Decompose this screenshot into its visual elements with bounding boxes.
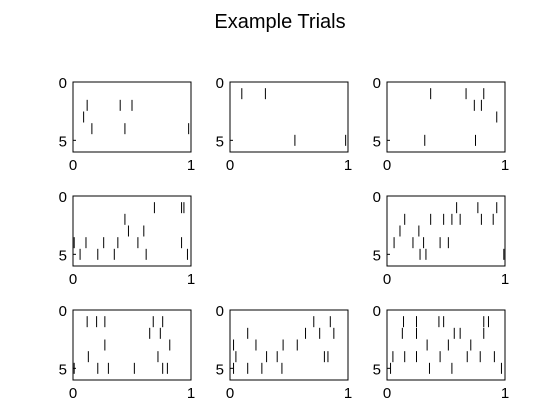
axes-frame [72,81,192,153]
y-tick-label: 5 [59,361,67,378]
axes-frame [386,81,506,153]
axes-frame [386,309,506,381]
y-tick-label: 0 [59,75,67,92]
x-tick-label: 0 [69,271,77,288]
y-tick-label: 5 [373,133,381,150]
y-tick-label: 0 [59,189,67,206]
axes-frame [72,195,192,267]
y-tick-label: 5 [59,247,67,264]
axes-frame [229,81,349,153]
raster-panel-row2-col3: 050 1 [373,189,510,288]
y-tick-label: 5 [59,133,67,150]
raster-panel-row2-col1: 050 1 [59,189,196,288]
y-tick-label: 0 [373,75,381,92]
axes-frame [386,195,506,267]
x-tick-label: 1 [187,271,195,288]
figure-title: Example Trials [214,11,345,33]
y-tick-label: 0 [373,189,381,206]
y-tick-label: 0 [373,303,381,320]
x-tick-label: 1 [344,385,352,402]
raster-panel-row3-col3: 050 1 [373,303,510,402]
y-tick-label: 5 [216,361,224,378]
y-tick-label: 5 [216,133,224,150]
y-tick-label: 0 [59,303,67,320]
x-tick-label: 0 [383,271,391,288]
raster-panel-row3-col1: 050 1 [59,303,196,402]
y-tick-label: 5 [373,247,381,264]
axes-frame [72,309,192,381]
x-tick-label: 0 [383,385,391,402]
y-tick-label: 0 [216,75,224,92]
x-tick-label: 0 [69,385,77,402]
x-tick-label: 0 [226,385,234,402]
axes-frame [229,309,349,381]
x-tick-label: 0 [383,157,391,174]
x-tick-label: 1 [501,157,509,174]
x-tick-label: 1 [501,271,509,288]
raster-panel-row1-col1: 050 1 [59,75,196,174]
x-tick-label: 1 [344,157,352,174]
raster-panel-row1-col2: 050 1 [216,75,353,174]
y-tick-label: 5 [373,361,381,378]
raster-panel-row1-col3: 050 1 [373,75,510,174]
y-tick-label: 0 [216,303,224,320]
x-tick-label: 0 [226,157,234,174]
x-tick-label: 1 [187,385,195,402]
x-tick-label: 0 [69,157,77,174]
x-tick-label: 1 [187,157,195,174]
x-tick-label: 1 [501,385,509,402]
raster-panel-row3-col2: 050 1 [216,303,353,402]
